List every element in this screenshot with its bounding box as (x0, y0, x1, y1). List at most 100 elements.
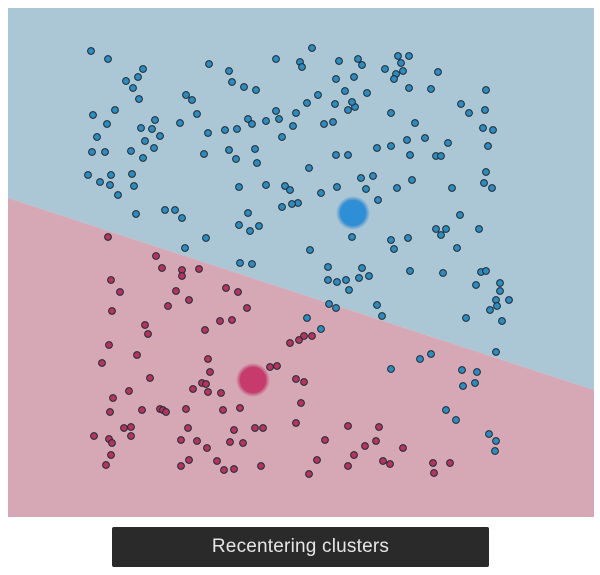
blue-data-point (320, 120, 328, 128)
blue-data-point (416, 355, 424, 363)
pink-data-point (226, 438, 234, 446)
blue-data-point (341, 87, 349, 95)
blue-data-point (248, 260, 256, 268)
blue-data-point (248, 120, 256, 128)
blue-data-point (188, 96, 196, 104)
blue-data-point (235, 183, 243, 191)
blue-data-point (482, 168, 490, 176)
blue-data-point (493, 302, 501, 310)
blue-data-point (496, 279, 504, 287)
pink-data-point (105, 341, 113, 349)
blue-data-point (393, 184, 401, 192)
blue-data-point (272, 107, 280, 115)
blue-data-point (139, 65, 147, 73)
pink-data-point (372, 437, 380, 445)
blue-data-point (306, 246, 314, 254)
pink-data-point (243, 304, 251, 312)
pink-data-point (203, 444, 211, 452)
blue-data-point (305, 164, 313, 172)
blue-data-point (325, 300, 333, 308)
pink-data-point (195, 265, 203, 273)
blue-data-point (225, 146, 233, 154)
pink-data-point (266, 363, 274, 371)
blue-data-point (106, 181, 114, 189)
pink-centroid (240, 367, 266, 393)
blue-data-point (228, 78, 236, 86)
pink-data-point (300, 378, 308, 386)
pink-data-point (228, 316, 236, 324)
pink-data-point (172, 287, 180, 295)
pink-data-point (430, 469, 438, 477)
pink-data-point (219, 406, 227, 414)
pink-data-point (300, 332, 308, 340)
blue-data-point (479, 124, 487, 132)
blue-data-point (472, 281, 480, 289)
pink-data-point (109, 394, 117, 402)
pink-data-point (286, 339, 294, 347)
blue-data-point (348, 98, 356, 106)
pink-data-point (305, 470, 313, 478)
blue-data-point (405, 52, 413, 60)
blue-data-point (255, 222, 263, 230)
pink-data-point (375, 423, 383, 431)
blue-data-point (292, 109, 300, 117)
blue-data-point (459, 382, 467, 390)
pink-data-point (177, 436, 185, 444)
blue-data-point (244, 115, 252, 123)
data-points (84, 44, 513, 478)
pink-data-point (158, 264, 166, 272)
pink-data-point (146, 374, 154, 382)
pink-data-point (127, 423, 135, 431)
blue-data-point (485, 430, 493, 438)
cluster-canvas (8, 8, 594, 517)
pink-data-point (182, 405, 190, 413)
pink-data-point (257, 462, 265, 470)
blue-data-point (156, 132, 164, 140)
pink-data-point (230, 426, 238, 434)
blue-data-point (462, 314, 470, 322)
pink-data-point (216, 317, 224, 325)
blue-data-point (387, 142, 395, 150)
blue-data-point (303, 99, 311, 107)
blue-data-point (465, 109, 473, 117)
blue-data-point (331, 100, 339, 108)
blue-data-point (235, 221, 243, 229)
pink-data-point (295, 336, 303, 344)
blue-data-point (342, 276, 350, 284)
blue-data-point (127, 147, 135, 155)
blue-data-point (240, 83, 248, 91)
pink-data-point (107, 451, 115, 459)
pink-data-point (144, 330, 152, 338)
pink-data-point (344, 422, 352, 430)
blue-data-point (486, 306, 494, 314)
blue-data-point (345, 286, 353, 294)
blue-data-point (246, 227, 254, 235)
blue-data-point (103, 120, 111, 128)
pink-data-point (344, 462, 352, 470)
blue-data-point (281, 182, 289, 190)
pink-data-point (386, 460, 394, 468)
pink-data-point (193, 437, 201, 445)
blue-data-point (387, 365, 395, 373)
blue-data-point (408, 176, 416, 184)
pink-data-point (102, 461, 110, 469)
blue-data-point (457, 100, 465, 108)
pink-data-point (138, 406, 146, 414)
blue-data-point (205, 60, 213, 68)
blue-data-point (488, 184, 496, 192)
blue-data-point (437, 152, 445, 160)
blue-data-point (411, 119, 419, 127)
pink-data-point (90, 432, 98, 440)
blue-data-point (298, 63, 306, 71)
blue-data-point (439, 269, 447, 277)
blue-data-point (496, 287, 504, 295)
pink-data-point (217, 389, 225, 397)
centroids (236, 196, 370, 397)
blue-data-point (132, 210, 140, 218)
pink-data-point (141, 321, 149, 329)
pink-data-point (164, 302, 172, 310)
blue-data-point (122, 77, 130, 85)
blue-data-point (182, 91, 190, 99)
blue-data-point (362, 185, 370, 193)
blue-data-point (278, 203, 286, 211)
